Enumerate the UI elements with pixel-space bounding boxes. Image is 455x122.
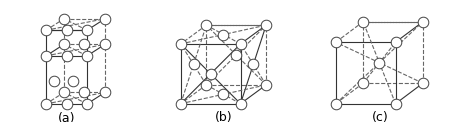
- Text: (b): (b): [214, 111, 232, 122]
- Text: (c): (c): [371, 111, 388, 122]
- Text: (a): (a): [58, 112, 75, 122]
